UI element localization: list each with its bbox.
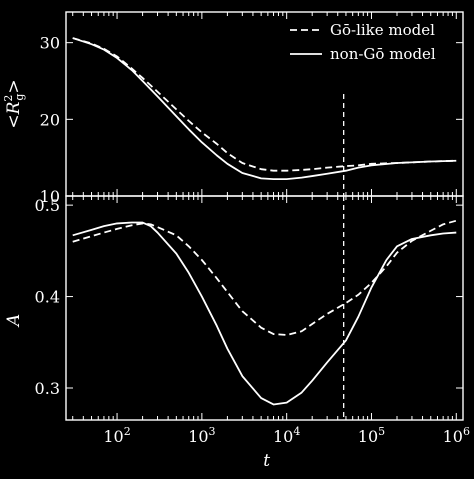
top-y-tick-label: 20	[40, 110, 60, 129]
bottom-non-go-series-line	[72, 221, 457, 406]
x-tick-label: 106	[443, 425, 470, 446]
bottom-go-like-series-line	[72, 219, 457, 336]
x-tick-label: 103	[188, 425, 215, 446]
panel-frames	[65, 11, 464, 421]
series-lines	[72, 37, 457, 420]
legend: Gō-like model non-Gō model	[290, 21, 436, 63]
legend-go-like-label: Gō-like model	[330, 21, 435, 39]
top-y-axis-label: <R2g>	[2, 79, 26, 128]
top-non-go-series-line	[72, 37, 457, 181]
bottom-y-tick-label: 0.3	[35, 379, 60, 398]
top-panel-frame	[65, 11, 464, 197]
top-y-tick-label: 10	[40, 187, 60, 206]
legend-non-go-label: non-Gō model	[330, 45, 436, 63]
bottom-y-tick-label: 0.5	[35, 196, 60, 215]
axis-ticks	[66, 12, 463, 420]
bottom-panel-frame	[65, 195, 464, 421]
x-axis-label: t	[263, 451, 270, 471]
x-tick-label: 105	[358, 425, 385, 446]
axis-labels: 10 20 30 0.3 0.4 0.5 102 103 104 105 106 t A <R2g>	[2, 34, 470, 471]
bottom-y-tick-label: 0.4	[35, 288, 60, 307]
top-y-tick-label: 30	[40, 34, 60, 53]
bottom-y-axis-label: A	[4, 314, 24, 328]
top-go-like-series-line	[72, 37, 457, 172]
x-tick-label: 104	[273, 425, 300, 446]
x-tick-label: 102	[103, 425, 130, 446]
